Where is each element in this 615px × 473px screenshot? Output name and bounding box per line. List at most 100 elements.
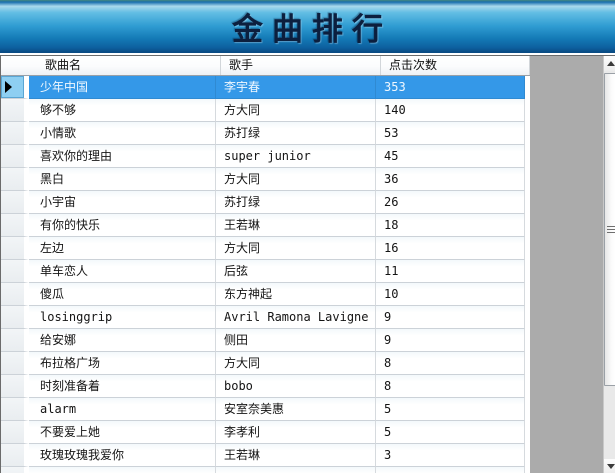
cell-song[interactable]: losinggrip (29, 306, 216, 329)
table-row[interactable]: 时刻准备着 bobo 8 (1, 375, 530, 398)
cell-clicks[interactable]: 5 (376, 421, 525, 444)
cell-clicks[interactable]: 26 (376, 191, 525, 214)
cell-clicks[interactable]: 8 (376, 352, 525, 375)
row-selector[interactable] (1, 283, 29, 306)
cell-song[interactable]: alarm (29, 398, 216, 421)
cell-singer[interactable]: 李孝利 (216, 421, 376, 444)
cell-song[interactable]: 时刻准备着 (29, 375, 216, 398)
row-selector[interactable] (1, 122, 29, 145)
cell-song[interactable]: 有你的快乐 (29, 214, 216, 237)
row-selector[interactable] (1, 329, 29, 352)
cell-singer[interactable]: 东方神起 (216, 283, 376, 306)
cell-clicks[interactable]: 18 (376, 214, 525, 237)
row-selector[interactable] (1, 214, 29, 237)
cell-singer[interactable]: 苏打绿 (216, 191, 376, 214)
cell-song[interactable]: 喜欢你的理由 (29, 145, 216, 168)
row-selector[interactable] (1, 467, 29, 473)
cell-clicks[interactable]: 140 (376, 99, 525, 122)
cell-song[interactable] (29, 467, 216, 473)
cell-singer[interactable]: bobo (216, 375, 376, 398)
row-selector[interactable] (1, 237, 29, 260)
cell-clicks[interactable]: 10 (376, 283, 525, 306)
column-header-clicks[interactable]: 点击次数 (381, 56, 530, 75)
table-row[interactable]: 给安娜 侧田 9 (1, 329, 530, 352)
cell-song[interactable]: 左边 (29, 237, 216, 260)
cell-singer[interactable]: 方大同 (216, 352, 376, 375)
cell-song[interactable]: 够不够 (29, 99, 216, 122)
cell-clicks[interactable] (376, 467, 525, 473)
cell-song[interactable]: 不要爱上她 (29, 421, 216, 444)
cell-song[interactable]: 布拉格广场 (29, 352, 216, 375)
table-row-partial[interactable] (1, 467, 530, 473)
row-selector[interactable] (1, 444, 29, 467)
row-selector-header[interactable] (1, 56, 34, 75)
table-row[interactable]: 小情歌 苏打绿 53 (1, 122, 530, 145)
cell-song[interactable]: 少年中国 (29, 76, 216, 99)
cell-song[interactable]: 傻瓜 (29, 283, 216, 306)
table-row[interactable]: 布拉格广场 方大同 8 (1, 352, 530, 375)
table-row[interactable]: 喜欢你的理由 super junior 45 (1, 145, 530, 168)
cell-singer[interactable]: 安室奈美惠 (216, 398, 376, 421)
table-row[interactable]: 玫瑰玫瑰我爱你 王若琳 3 (1, 444, 530, 467)
row-selector[interactable] (1, 352, 29, 375)
table-row[interactable]: 小宇宙 苏打绿 26 (1, 191, 530, 214)
cell-song[interactable]: 玫瑰玫瑰我爱你 (29, 444, 216, 467)
scroll-down-button[interactable] (604, 459, 615, 473)
row-selector[interactable] (1, 306, 29, 329)
row-selector[interactable] (1, 260, 29, 283)
table-body: 少年中国 李宇春 353 够不够 方大同 140 小情歌 苏打绿 53 喜欢你的… (1, 76, 530, 473)
row-selector[interactable] (1, 99, 29, 122)
row-selector[interactable] (1, 398, 29, 421)
table-row[interactable]: 左边 方大同 16 (1, 237, 530, 260)
cell-clicks[interactable]: 53 (376, 122, 525, 145)
row-selector[interactable] (1, 145, 29, 168)
column-header-song[interactable]: 歌曲名 (34, 56, 221, 75)
table-row[interactable]: 黑白 方大同 36 (1, 168, 530, 191)
scrollbar-grip-icon (607, 225, 615, 234)
cell-singer[interactable]: 方大同 (216, 168, 376, 191)
table-row[interactable]: 不要爱上她 李孝利 5 (1, 421, 530, 444)
cell-clicks[interactable]: 36 (376, 168, 525, 191)
cell-song[interactable]: 黑白 (29, 168, 216, 191)
cell-singer[interactable] (216, 467, 376, 473)
row-selector[interactable] (1, 421, 29, 444)
table-row[interactable]: losinggrip Avril Ramona Lavigne 9 (1, 306, 530, 329)
cell-singer[interactable]: 王若琳 (216, 444, 376, 467)
table-row[interactable]: 少年中国 李宇春 353 (1, 76, 530, 99)
cell-song[interactable]: 小宇宙 (29, 191, 216, 214)
cell-singer[interactable]: super junior (216, 145, 376, 168)
cell-song[interactable]: 小情歌 (29, 122, 216, 145)
cell-song[interactable]: 单车恋人 (29, 260, 216, 283)
table-row[interactable]: 够不够 方大同 140 (1, 99, 530, 122)
cell-singer[interactable]: 侧田 (216, 329, 376, 352)
table-row[interactable]: 单车恋人 后弦 11 (1, 260, 530, 283)
row-selector[interactable] (1, 191, 29, 214)
scrollbar-thumb[interactable] (604, 73, 615, 386)
cell-singer[interactable]: 王若琳 (216, 214, 376, 237)
cell-singer[interactable]: 后弦 (216, 260, 376, 283)
cell-clicks[interactable]: 8 (376, 375, 525, 398)
vertical-scrollbar[interactable] (603, 56, 615, 473)
cell-song[interactable]: 给安娜 (29, 329, 216, 352)
cell-singer[interactable]: 方大同 (216, 99, 376, 122)
cell-clicks[interactable]: 3 (376, 444, 525, 467)
cell-clicks[interactable]: 9 (376, 306, 525, 329)
cell-clicks[interactable]: 5 (376, 398, 525, 421)
table-row[interactable]: 傻瓜 东方神起 10 (1, 283, 530, 306)
cell-singer[interactable]: 苏打绿 (216, 122, 376, 145)
cell-clicks[interactable]: 45 (376, 145, 525, 168)
cell-clicks[interactable]: 16 (376, 237, 525, 260)
cell-singer[interactable]: 李宇春 (216, 76, 376, 99)
cell-clicks[interactable]: 9 (376, 329, 525, 352)
column-header-singer[interactable]: 歌手 (221, 56, 381, 75)
cell-singer[interactable]: Avril Ramona Lavigne (216, 306, 376, 329)
scroll-up-button[interactable] (604, 56, 615, 71)
cell-clicks[interactable]: 11 (376, 260, 525, 283)
table-row[interactable]: 有你的快乐 王若琳 18 (1, 214, 530, 237)
row-selector[interactable] (1, 168, 29, 191)
row-selector[interactable] (1, 76, 29, 99)
cell-clicks[interactable]: 353 (376, 76, 525, 99)
row-selector[interactable] (1, 375, 29, 398)
table-row[interactable]: alarm 安室奈美惠 5 (1, 398, 530, 421)
cell-singer[interactable]: 方大同 (216, 237, 376, 260)
